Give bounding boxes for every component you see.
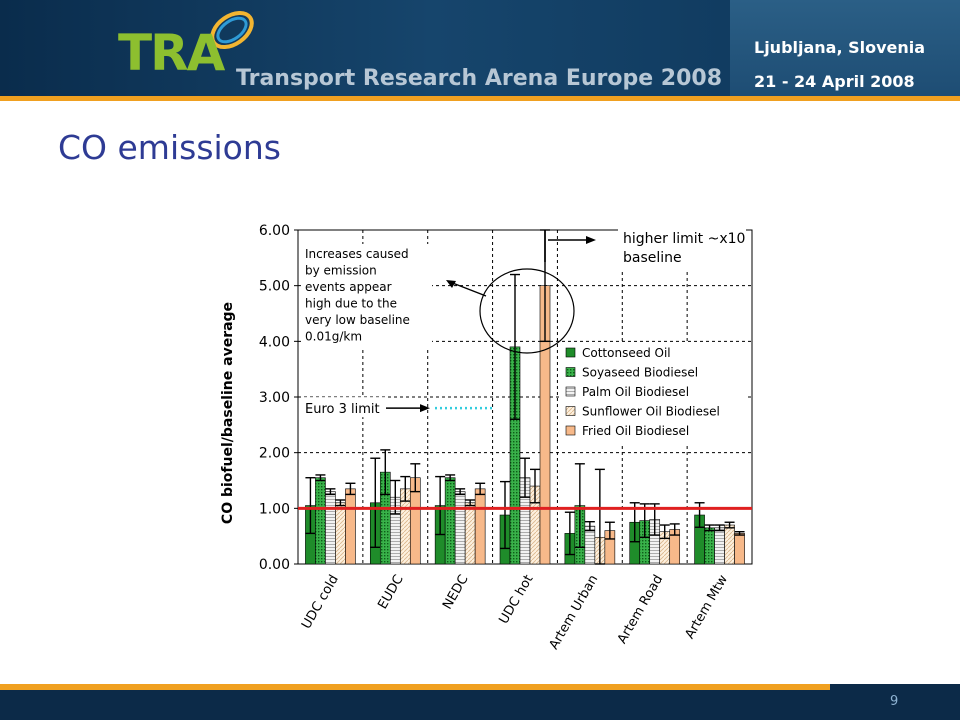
legend-label: Cottonseed Oil — [582, 346, 671, 360]
higher-limit-label: baseline — [623, 250, 682, 266]
conference-city: Ljubljana, Slovenia — [754, 38, 926, 57]
y-tick-label: 6.00 — [259, 223, 290, 239]
bar — [464, 502, 476, 565]
bar — [724, 524, 735, 565]
bar — [444, 477, 456, 565]
bar — [704, 527, 715, 565]
increases-note-line: very low baseline — [305, 313, 410, 327]
bar — [454, 491, 466, 565]
higher-limit-label: higher limit ~x10 — [623, 231, 745, 247]
arrow-head-icon — [420, 404, 430, 413]
page-number: 9 — [890, 694, 899, 709]
header-banner: TRA Transport Research Arena Europe 2008… — [0, 0, 960, 100]
arrow-head-icon — [446, 280, 456, 288]
increases-note-line: events appear — [305, 280, 392, 294]
euro3-label: Euro 3 limit — [305, 402, 380, 417]
y-tick-label: 3.00 — [259, 390, 290, 406]
legend-swatch — [565, 367, 576, 377]
x-tick-label: EUDC — [375, 573, 406, 612]
bar — [345, 488, 356, 565]
arrow-head-icon — [586, 236, 596, 244]
footer-accent-bar — [0, 684, 830, 690]
bar — [474, 488, 486, 565]
increases-note-line: Increases caused — [305, 247, 409, 261]
increases-note-line: by emission — [305, 264, 377, 278]
bar — [734, 533, 745, 565]
legend-label: Palm Oil Biodiesel — [582, 385, 689, 399]
legend-swatch — [565, 406, 576, 416]
bar — [335, 502, 346, 565]
footer-bar — [0, 684, 960, 720]
higher-limit-background — [618, 228, 746, 270]
x-tick-label: Artem Mtw — [683, 572, 732, 641]
increases-note-line: high due to the — [305, 297, 397, 311]
legend-swatch — [565, 386, 576, 397]
bar — [325, 491, 336, 565]
legend-label: Soyaseed Biodiesel — [582, 366, 698, 380]
bar — [315, 477, 326, 565]
header-accent-bar — [0, 96, 960, 101]
note-background — [302, 244, 432, 348]
increases-note-line: 0.01g/km — [305, 330, 362, 344]
legend-label: Sunflower Oil Biodiesel — [582, 405, 720, 419]
legend-swatch — [565, 347, 576, 358]
y-tick-label: 2.00 — [259, 446, 290, 462]
note-arrow — [449, 281, 487, 297]
bar — [584, 525, 596, 565]
tra-logo: TRA — [118, 24, 225, 82]
y-tick-label: 5.00 — [259, 279, 290, 295]
y-tick-label: 0.00 — [259, 557, 290, 573]
legend-swatch — [565, 425, 576, 436]
bar — [714, 527, 725, 565]
legend-label: Fried Oil Biodiesel — [582, 424, 689, 438]
header-date-panel — [730, 0, 960, 100]
y-axis-title: CO biofuel/baseline average — [220, 302, 236, 524]
x-tick-label: UDC cold — [299, 573, 342, 632]
tra-swoosh-icon — [210, 10, 254, 50]
slide-title: CO emissions — [58, 128, 281, 167]
x-tick-label: UDC hot — [496, 573, 536, 627]
y-tick-label: 1.00 — [259, 501, 290, 517]
highlight-circle — [479, 268, 575, 354]
conference-dates: 21 - 24 April 2008 — [754, 72, 915, 91]
conference-subtitle: Transport Research Arena Europe 2008 — [236, 66, 723, 91]
euro3-background — [302, 397, 386, 418]
y-tick-label: 4.00 — [259, 334, 290, 350]
x-tick-label: Artem Urban — [547, 573, 602, 653]
x-tick-label: Artem Road — [615, 573, 666, 647]
legend-background — [562, 342, 746, 446]
x-tick-label: NEDC — [440, 573, 472, 613]
